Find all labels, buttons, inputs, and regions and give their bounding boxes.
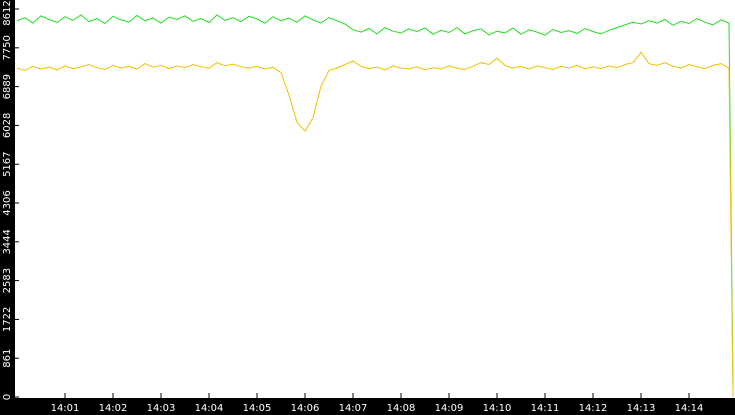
series-line — [16, 51, 734, 398]
x-tick-label: 14:06 — [291, 403, 320, 414]
y-tick-label: 6889 — [2, 74, 13, 99]
y-axis-strip — [0, 0, 15, 415]
y-tick-label: 1722 — [2, 307, 13, 332]
x-axis-strip — [0, 398, 735, 415]
y-tick-label: 6028 — [2, 113, 13, 138]
series-line — [16, 14, 734, 387]
y-tick-label: 0 — [2, 394, 13, 400]
x-tick-label: 14:02 — [99, 403, 128, 414]
x-tick-label: 14:01 — [51, 403, 80, 414]
x-tick-label: 14:10 — [483, 403, 512, 414]
x-tick-label: 14:12 — [579, 403, 608, 414]
x-tick-label: 14:14 — [675, 403, 704, 414]
y-tick-label: 4306 — [2, 190, 13, 215]
y-tick-label: 8612 — [2, 0, 13, 25]
y-tick-label: 7750 — [2, 35, 13, 60]
x-tick-label: 14:03 — [147, 403, 176, 414]
y-tick-label: 5167 — [2, 151, 13, 176]
x-tick-label: 14:11 — [531, 403, 560, 414]
y-tick-label: 861 — [2, 349, 13, 368]
y-tick-label: 3444 — [2, 229, 13, 254]
x-tick-label: 14:07 — [339, 403, 368, 414]
x-tick-label: 14:08 — [387, 403, 416, 414]
x-tick-label: 14:13 — [627, 403, 656, 414]
y-tick-label: 2583 — [2, 268, 13, 293]
x-tick-label: 14:09 — [435, 403, 464, 414]
x-tick-label: 14:04 — [195, 403, 224, 414]
x-tick-label: 14:05 — [243, 403, 272, 414]
